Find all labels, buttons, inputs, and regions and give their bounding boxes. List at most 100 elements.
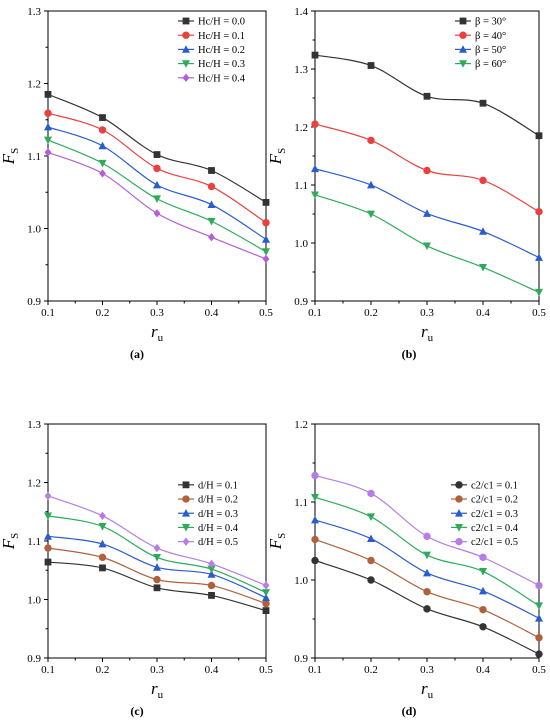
y-axis-title: FS	[0, 148, 21, 166]
legend-label: β = 50°	[475, 45, 506, 56]
data-point	[153, 151, 161, 158]
data-point	[99, 169, 106, 178]
data-point	[311, 120, 319, 128]
legend-item: c2/c1 = 0.1	[451, 480, 518, 491]
data-point	[479, 227, 487, 235]
y-axis-title-sub: S	[276, 533, 288, 539]
legend-item: Hc/H = 0.0	[178, 17, 245, 28]
data-point	[311, 51, 319, 59]
legend-item: β = 30°	[455, 17, 506, 28]
data-point	[367, 136, 375, 145]
data-point	[262, 593, 270, 602]
x-tick-label: 0.5	[532, 664, 546, 676]
data-point	[44, 544, 52, 552]
data-point	[153, 209, 161, 218]
legend-swatch-marker	[455, 495, 463, 503]
y-axis-title-sub: S	[9, 533, 21, 539]
data-point	[311, 493, 319, 502]
legend-label: d/H = 0.5	[198, 537, 238, 548]
x-tick-label: 0.1	[41, 307, 55, 319]
y-tick-label: 1.1	[294, 497, 308, 509]
data-point	[367, 62, 375, 69]
data-point	[207, 570, 216, 578]
y-tick-label: 1.2	[294, 122, 308, 134]
y-axis-title-sub: S	[276, 148, 288, 154]
x-axis-title-main: r	[151, 322, 158, 341]
y-axis-title-main: F	[0, 538, 18, 550]
y-tick-label: 1.2	[27, 477, 41, 489]
data-point	[153, 543, 161, 553]
x-axis-title: ru	[151, 322, 164, 344]
x-tick-label: 0.5	[532, 307, 546, 319]
legend-item: Hc/H = 0.2	[178, 45, 245, 56]
data-point	[207, 182, 216, 191]
data-point	[423, 568, 431, 577]
y-tick-label: 1.0	[27, 594, 41, 606]
data-point	[44, 558, 52, 566]
data-point	[44, 512, 52, 521]
legend-item: Hc/H = 0.3	[178, 59, 245, 70]
data-point	[535, 614, 543, 622]
legend-label: d/H = 0.4	[198, 523, 239, 534]
panel-label: (c)	[130, 704, 143, 718]
y-tick-label: 1.4	[294, 6, 308, 18]
y-tick-label: 1.0	[294, 575, 308, 587]
x-tick-label: 0.1	[41, 664, 55, 676]
data-point	[44, 148, 52, 157]
x-tick-label: 0.3	[150, 664, 164, 676]
legend-swatch-marker	[182, 495, 190, 503]
data-point	[535, 253, 543, 261]
legend-swatch-marker	[182, 537, 190, 546]
legend-swatch-marker	[455, 509, 463, 517]
legend-swatch-marker	[455, 537, 463, 546]
panel-label: (b)	[402, 347, 417, 361]
x-tick-label: 0.1	[308, 664, 322, 676]
y-tick-label: 1.1	[27, 536, 41, 548]
data-point	[44, 122, 52, 131]
data-point	[262, 254, 270, 264]
y-axis-title-sub: S	[9, 148, 21, 154]
data-point	[311, 164, 319, 173]
data-point	[311, 191, 319, 200]
x-axis-title-main: r	[421, 679, 428, 698]
legend-label: d/H = 0.3	[198, 509, 238, 520]
data-point	[207, 200, 216, 208]
data-point	[262, 235, 270, 243]
data-point	[153, 575, 161, 584]
x-axis-title-sub: u	[158, 689, 164, 701]
data-point	[535, 581, 543, 590]
data-point	[479, 99, 487, 107]
data-point	[479, 263, 487, 272]
legend-label: c2/c1 = 0.1	[471, 480, 518, 491]
data-point	[207, 565, 216, 574]
legend-swatch-marker	[455, 481, 463, 489]
x-axis-title: ru	[151, 679, 164, 701]
x-tick-label: 0.3	[420, 307, 434, 319]
data-point	[207, 581, 216, 590]
legend-swatch-marker	[459, 17, 467, 25]
y-tick-label: 0.9	[27, 296, 41, 308]
x-tick-label: 0.3	[420, 664, 434, 676]
x-tick-label: 0.2	[364, 307, 378, 319]
data-point	[311, 471, 319, 480]
data-point	[208, 233, 215, 242]
data-point	[535, 602, 543, 610]
data-point	[44, 532, 52, 540]
y-tick-label: 0.9	[294, 653, 308, 665]
x-axis-title-sub: u	[158, 332, 164, 344]
data-point	[98, 553, 107, 562]
data-point	[98, 522, 107, 531]
y-axis-title-main: F	[266, 538, 285, 550]
legend-swatch-marker	[459, 31, 467, 39]
y-tick-label: 1.2	[294, 419, 308, 431]
legend-label: β = 40°	[475, 31, 506, 42]
legend-item: c2/c1 = 0.3	[451, 509, 518, 520]
legend-label: c2/c1 = 0.3	[471, 509, 518, 520]
legend-swatch-marker	[455, 524, 463, 532]
legend-swatch-marker	[459, 45, 467, 53]
legend-swatch-marker	[182, 45, 190, 53]
x-axis-title-main: r	[151, 679, 158, 698]
x-tick-label: 0.2	[96, 664, 110, 676]
legend-item: d/H = 0.1	[178, 480, 238, 491]
x-axis-title: ru	[421, 679, 434, 701]
